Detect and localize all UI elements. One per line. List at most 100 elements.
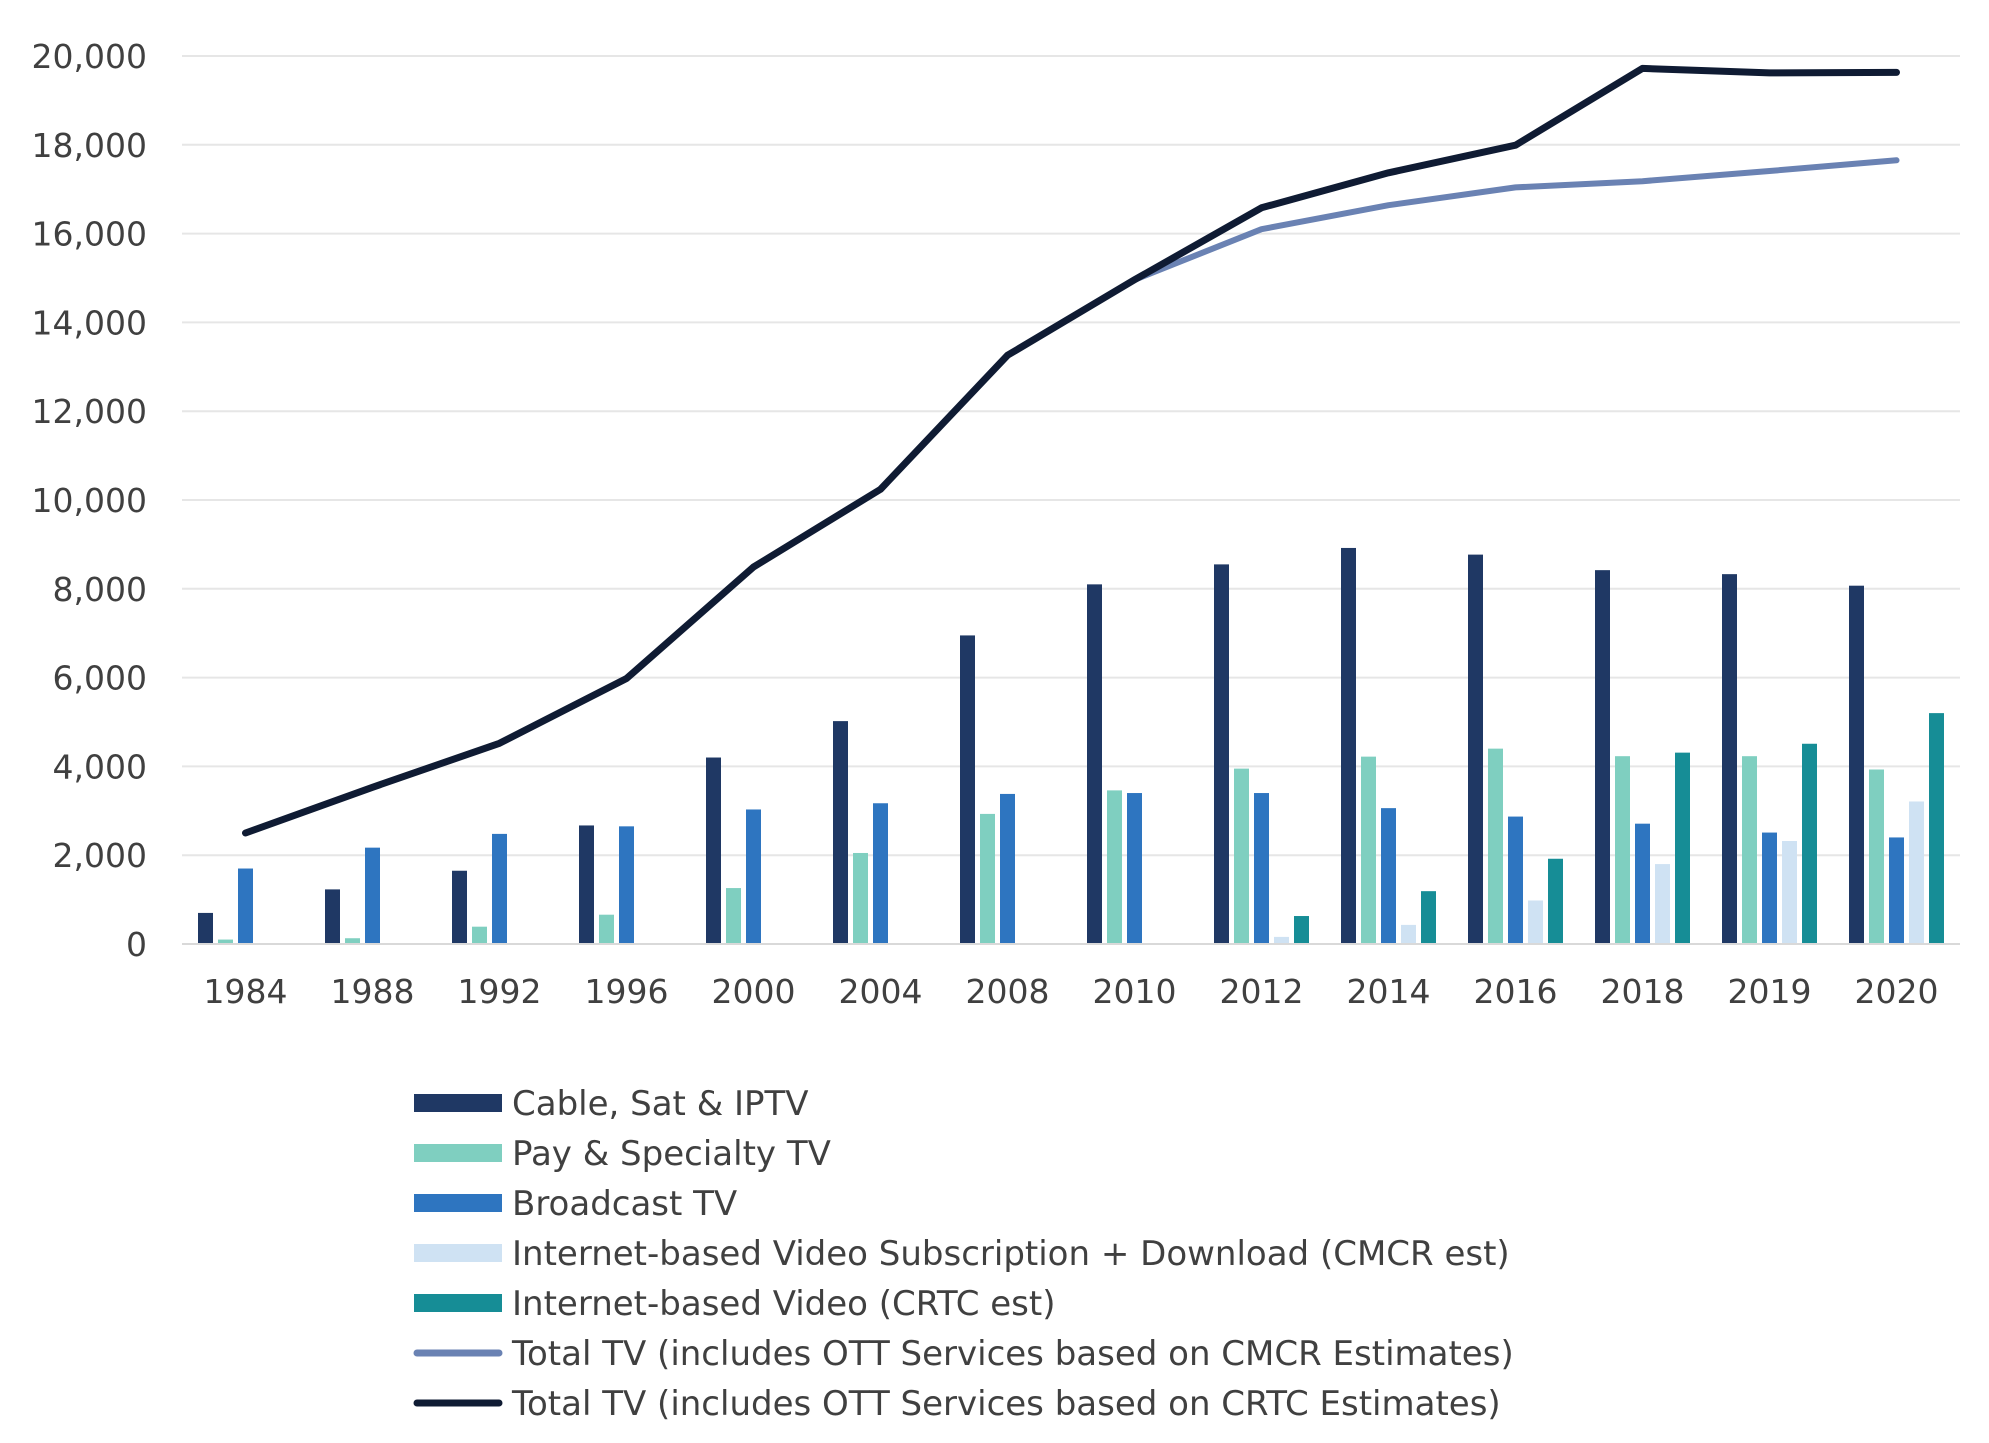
bar-series-1-1984 bbox=[218, 939, 233, 944]
x-tick-label: 2020 bbox=[1855, 972, 1939, 1011]
bar-series-4-2014 bbox=[1421, 891, 1436, 944]
y-axis-tick-labels: 0 2,000 4,000 6,000 8,000 10,000 12,000 14,000 1… bbox=[32, 37, 147, 964]
y-tick-label: 4,000 bbox=[53, 747, 147, 786]
legend-label: Total TV (includes OTT Services based on… bbox=[511, 1334, 1514, 1374]
y-tick-label: 20,000 bbox=[32, 37, 147, 76]
x-tick-label: 2014 bbox=[1347, 972, 1431, 1011]
bar-series-2-2008 bbox=[1000, 793, 1015, 944]
bar-series-1-2008 bbox=[980, 813, 995, 944]
legend-label: Internet-based Video (CRTC est) bbox=[512, 1284, 1056, 1324]
bar-series-1-1992 bbox=[472, 926, 487, 944]
y-tick-label: 16,000 bbox=[32, 215, 147, 254]
legend-swatch bbox=[414, 1094, 502, 1112]
bar-series-2-2020 bbox=[1889, 837, 1904, 944]
legend-swatch bbox=[414, 1194, 502, 1212]
line-series-5 bbox=[242, 157, 1900, 836]
bar-series-2-2018 bbox=[1635, 823, 1650, 944]
bar-series-2-2000 bbox=[746, 809, 761, 944]
bar-series-2-2010 bbox=[1127, 793, 1142, 944]
bar-series-3-2020 bbox=[1909, 801, 1924, 944]
x-tick-label: 2016 bbox=[1474, 972, 1558, 1011]
x-tick-label: 2019 bbox=[1728, 972, 1812, 1011]
bar-series-3-2014 bbox=[1401, 924, 1416, 944]
bar-series-2-2012 bbox=[1254, 793, 1269, 944]
bar-series-0-2020 bbox=[1849, 585, 1864, 944]
y-tick-label: 0 bbox=[126, 925, 147, 964]
x-tick-label: 2008 bbox=[966, 972, 1050, 1011]
bar-series-3-2019 bbox=[1782, 840, 1797, 944]
bar-series-0-2014 bbox=[1341, 547, 1356, 944]
bar-series-1-2004 bbox=[853, 852, 868, 944]
x-axis-tick-labels: 1984 1988 1992 1996 2000 2004 2008 2010 2012 2014… bbox=[204, 972, 1939, 1011]
bar-series-0-1996 bbox=[579, 825, 594, 944]
legend-label: Cable, Sat & IPTV bbox=[512, 1084, 809, 1124]
legend-label: Total TV (includes OTT Services based on… bbox=[511, 1384, 1501, 1424]
x-tick-label: 2000 bbox=[712, 972, 796, 1011]
bar-series-3-2016 bbox=[1528, 900, 1543, 944]
bar-series-0-2012 bbox=[1214, 564, 1229, 944]
bar-series-1-2020 bbox=[1869, 769, 1884, 944]
x-tick-label: 2010 bbox=[1093, 972, 1177, 1011]
x-tick-label: 2018 bbox=[1601, 972, 1685, 1011]
line-series-6 bbox=[242, 64, 1900, 837]
legend-swatch bbox=[414, 1244, 502, 1262]
bar-series-2-2014 bbox=[1381, 808, 1396, 944]
x-tick-label: 1992 bbox=[458, 972, 542, 1011]
bar-series-1-2000 bbox=[726, 888, 741, 944]
y-tick-label: 10,000 bbox=[32, 481, 147, 520]
gridlines bbox=[182, 55, 1960, 857]
y-tick-label: 12,000 bbox=[32, 392, 147, 431]
bar-series-2-1996 bbox=[619, 826, 634, 944]
x-tick-label: 2012 bbox=[1220, 972, 1304, 1011]
bar-series-0-2000 bbox=[706, 757, 721, 944]
bar-series-2-2019 bbox=[1762, 832, 1777, 944]
y-tick-label: 6,000 bbox=[53, 659, 147, 698]
bars bbox=[198, 547, 1944, 944]
legend: Cable, Sat & IPTV Pay & Specialty TV Broad… bbox=[413, 1084, 1514, 1424]
bar-series-0-2016 bbox=[1468, 554, 1483, 944]
bar-series-2-1984 bbox=[238, 868, 253, 944]
y-tick-label: 14,000 bbox=[32, 303, 147, 342]
bar-series-2-1992 bbox=[492, 833, 507, 944]
y-tick-label: 2,000 bbox=[53, 836, 147, 875]
bar-series-1-2014 bbox=[1361, 756, 1376, 944]
bar-series-2-1988 bbox=[365, 847, 380, 944]
x-tick-label: 1996 bbox=[585, 972, 669, 1011]
bar-series-1-1996 bbox=[599, 914, 614, 944]
bar-series-1-2019 bbox=[1742, 756, 1757, 944]
bar-series-4-2018 bbox=[1675, 752, 1690, 944]
legend-label: Broadcast TV bbox=[512, 1184, 737, 1224]
bar-series-0-2019 bbox=[1722, 574, 1737, 944]
bar-series-0-2008 bbox=[960, 635, 975, 944]
bar-series-0-1988 bbox=[325, 889, 340, 944]
bar-series-1-2018 bbox=[1615, 756, 1630, 944]
bar-series-2-2004 bbox=[873, 803, 888, 944]
bar-series-4-2020 bbox=[1929, 713, 1944, 944]
bar-series-0-2018 bbox=[1595, 570, 1610, 944]
y-tick-label: 8,000 bbox=[53, 570, 147, 609]
bar-series-3-2012 bbox=[1274, 936, 1289, 944]
y-tick-label: 18,000 bbox=[32, 126, 147, 165]
bar-series-3-2018 bbox=[1655, 864, 1670, 944]
bar-series-2-2016 bbox=[1508, 816, 1523, 944]
x-tick-label: 1988 bbox=[331, 972, 415, 1011]
bar-series-0-1992 bbox=[452, 870, 467, 944]
x-tick-label: 1984 bbox=[204, 972, 288, 1011]
bar-series-0-2004 bbox=[833, 721, 848, 944]
bar-series-4-2016 bbox=[1548, 858, 1563, 944]
legend-swatch bbox=[414, 1144, 502, 1162]
legend-label: Pay & Specialty TV bbox=[512, 1134, 831, 1174]
bar-series-4-2012 bbox=[1294, 916, 1309, 944]
bar-series-1-1988 bbox=[345, 938, 360, 944]
legend-swatch bbox=[414, 1294, 502, 1312]
bar-series-1-2016 bbox=[1488, 748, 1503, 944]
series-lines bbox=[242, 64, 1900, 837]
bar-series-0-1984 bbox=[198, 912, 213, 944]
bar-series-1-2010 bbox=[1107, 790, 1122, 944]
legend-label: Internet-based Video Subscription + Down… bbox=[512, 1234, 1510, 1274]
x-tick-label: 2004 bbox=[839, 972, 923, 1011]
bar-series-4-2019 bbox=[1802, 743, 1817, 944]
bar-series-1-2012 bbox=[1234, 768, 1249, 944]
bar-series-0-2010 bbox=[1087, 584, 1102, 944]
